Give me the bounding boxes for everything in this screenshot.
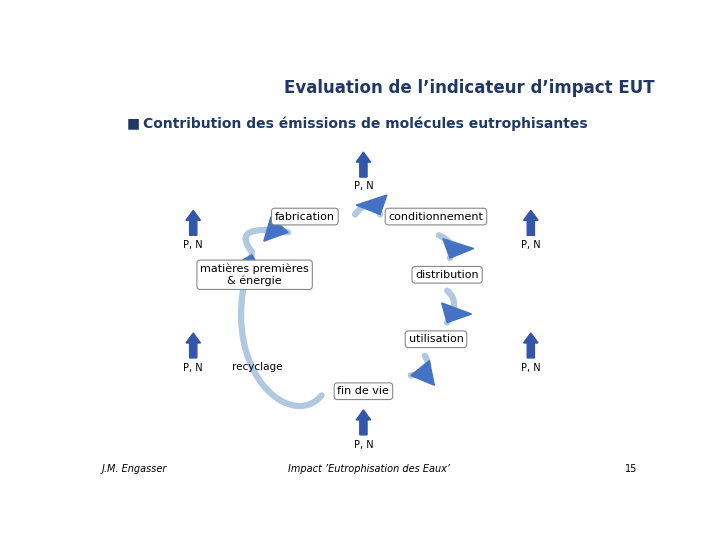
Text: 15: 15 <box>624 464 637 474</box>
Polygon shape <box>441 303 472 322</box>
FancyArrow shape <box>356 410 371 435</box>
Polygon shape <box>230 255 263 273</box>
Text: Contribution des émissions de molécules eutrophisantes: Contribution des émissions de molécules … <box>143 117 588 131</box>
Polygon shape <box>443 239 474 258</box>
Text: Impact ’Eutrophisation des Eaux’: Impact ’Eutrophisation des Eaux’ <box>288 464 450 474</box>
Text: fin de vie: fin de vie <box>338 386 390 396</box>
Text: P, N: P, N <box>354 440 373 450</box>
Text: Evaluation de l’indicateur d’impact EUT: Evaluation de l’indicateur d’impact EUT <box>284 79 654 97</box>
Text: conditionnement: conditionnement <box>389 212 483 221</box>
Text: ■: ■ <box>126 117 140 131</box>
FancyArrow shape <box>523 333 538 358</box>
FancyArrow shape <box>523 210 538 235</box>
Text: recyclage: recyclage <box>233 362 283 372</box>
FancyArrow shape <box>356 152 371 177</box>
Text: fabrication: fabrication <box>275 212 335 221</box>
Text: distribution: distribution <box>415 270 479 280</box>
Text: utilisation: utilisation <box>408 334 464 344</box>
Text: P, N: P, N <box>521 363 541 373</box>
Polygon shape <box>264 217 288 241</box>
FancyArrow shape <box>186 333 200 358</box>
Text: P, N: P, N <box>354 181 373 191</box>
Text: matières premières
& énergie: matières premières & énergie <box>200 264 309 286</box>
FancyArrow shape <box>186 210 200 235</box>
Polygon shape <box>356 195 387 214</box>
Text: P, N: P, N <box>184 363 203 373</box>
Polygon shape <box>411 361 434 386</box>
Text: J.M. Engasser: J.M. Engasser <box>101 464 166 474</box>
Text: P, N: P, N <box>184 240 203 250</box>
Text: P, N: P, N <box>521 240 541 250</box>
